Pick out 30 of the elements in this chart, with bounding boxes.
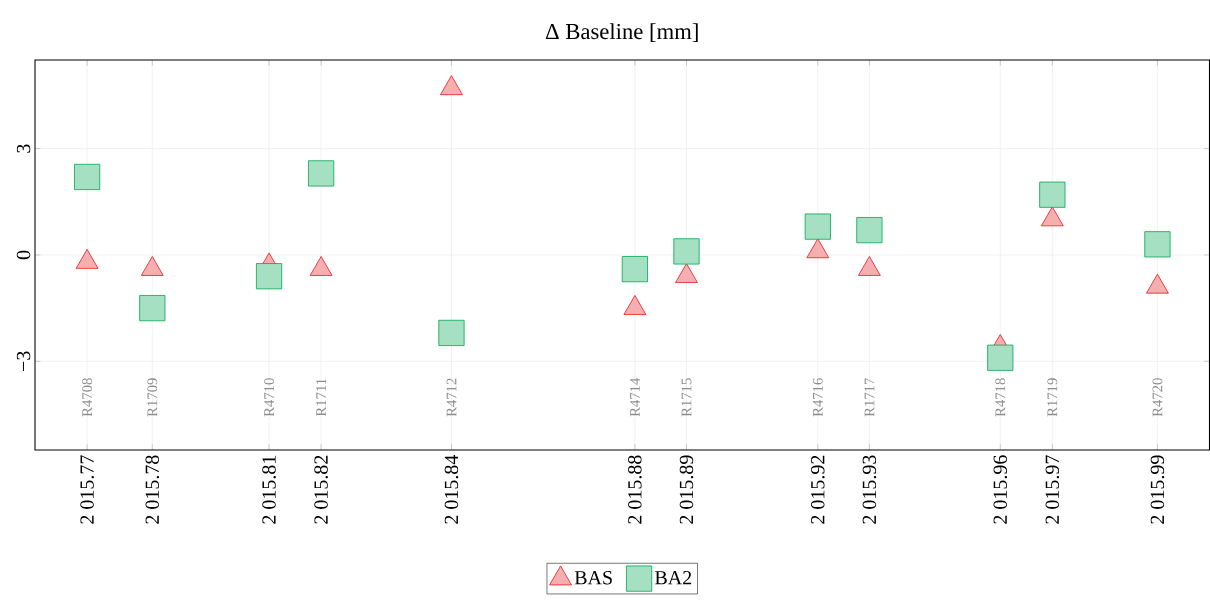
x-tick-label: 2 015.77 [80,455,94,524]
legend-label: BAS [574,571,612,585]
annotation: R4712 [446,378,457,417]
chart-title: Δ Baseline [mm] [545,23,698,42]
x-tick-label: 2 015.84 [444,455,459,524]
x-tick-label: 2 015.92 [811,455,825,524]
x-tick-label: 2 015.93 [862,455,877,524]
x-tick-label: 2 015.96 [993,455,1008,524]
y-tick-label: 3 [16,144,31,153]
x-tick-label: 2 015.81 [262,455,276,524]
x-tick-label: 2 015.97 [1045,455,1060,524]
x-tick-label: 2 015.88 [628,455,642,524]
legend-label: BA2 [655,571,692,585]
annotation: R1715 [681,378,692,417]
annotation: R4714 [630,377,640,417]
annotation: R1709 [147,378,158,417]
x-tick-label: 2 015.89 [679,455,694,524]
y-tick-label: 0 [16,250,31,260]
x-tick-label: 2 015.82 [314,455,328,524]
annotation: R4716 [812,378,823,417]
annotation: R4718 [995,378,1006,417]
annotation: R1717 [864,378,875,417]
y-tick-label: −3 [16,351,31,371]
annotation: R4720 [1152,378,1163,417]
annotation: R4710 [264,378,275,417]
annotation: R4708 [82,378,93,417]
x-tick-label: 2 015.99 [1150,455,1165,524]
x-tick-label: 2 015.78 [145,455,160,524]
annotation: R1711 [316,378,326,417]
annotation: R1719 [1047,378,1058,417]
